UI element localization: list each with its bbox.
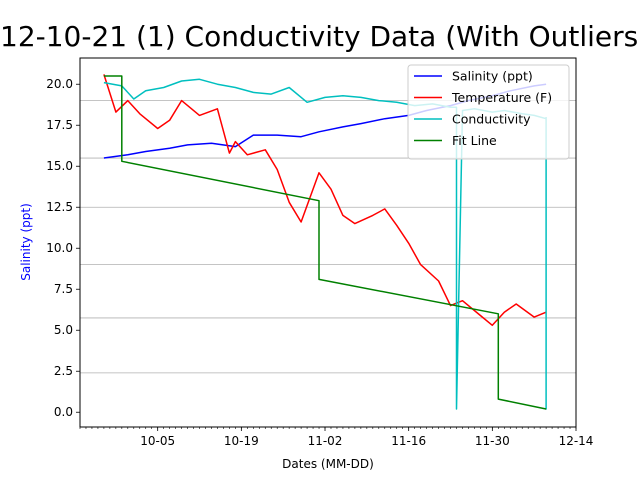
y-axis-label: Salinity (ppt) (19, 203, 33, 281)
x-tick-label-3: 11-16 (391, 434, 426, 448)
legend: Salinity (ppt) Temperature (F) Conductivit… (407, 64, 570, 160)
x-tick-label-2: 11-02 (308, 434, 343, 448)
legend-label-3: Fit Line (452, 133, 497, 148)
y-tick-label-1: 2.5 (54, 364, 73, 378)
y-tick-label-4: 10.0 (46, 241, 73, 255)
y-tick-label-0: 0.0 (54, 405, 73, 419)
y-tick-label-3: 7.5 (54, 282, 73, 296)
y-tick-label-5: 12.5 (46, 200, 73, 214)
chart-title: 12-10-21 (1) Conductivity Data (With Out… (0, 20, 640, 53)
legend-label-0: Salinity (ppt) (452, 69, 533, 84)
x-tick-label-0: 10-05 (140, 434, 175, 448)
axis-layer: 0.0 2.5 5.0 7.5 10.0 12.5 15.0 17.5 20.0 10-05 10-… (46, 77, 593, 448)
x-tick-label-5: 12-14 (559, 434, 594, 448)
x-tick-label-1: 10-19 (224, 434, 259, 448)
y-tick-label-2: 5.0 (54, 323, 73, 337)
legend-label-2: Conductivity (452, 112, 531, 127)
y-tick-label-6: 15.0 (46, 159, 73, 173)
x-axis-label: Dates (MM-DD) (282, 457, 374, 471)
grid-layer (80, 100, 576, 374)
x-tick-label-4: 11-30 (475, 434, 510, 448)
y-tick-label-8: 20.0 (46, 77, 73, 91)
series-line-3 (103, 75, 547, 410)
legend-box (407, 64, 570, 160)
y-tick-label-7: 17.5 (46, 118, 73, 132)
plot-frame (79, 57, 577, 428)
legend-label-1: Temperature (F) (451, 90, 552, 105)
